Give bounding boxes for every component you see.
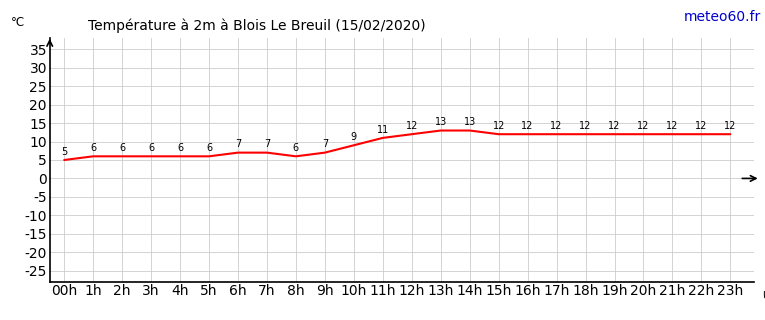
Text: 6: 6 xyxy=(206,143,212,153)
Text: 12: 12 xyxy=(522,121,534,131)
Text: Température à 2m à Blois Le Breuil (15/02/2020): Température à 2m à Blois Le Breuil (15/0… xyxy=(89,19,426,33)
Text: 9: 9 xyxy=(351,132,357,142)
Text: 6: 6 xyxy=(293,143,299,153)
Text: 6: 6 xyxy=(177,143,183,153)
Text: 12: 12 xyxy=(405,121,418,131)
Text: meteo60.fr: meteo60.fr xyxy=(684,10,761,24)
Text: 12: 12 xyxy=(637,121,649,131)
Text: 12: 12 xyxy=(724,121,737,131)
Text: 6: 6 xyxy=(90,143,96,153)
Text: 12: 12 xyxy=(695,121,708,131)
Text: °C: °C xyxy=(11,16,25,29)
Text: 12: 12 xyxy=(666,121,679,131)
Text: 12: 12 xyxy=(608,121,620,131)
Text: UTC: UTC xyxy=(762,291,765,301)
Text: 12: 12 xyxy=(493,121,505,131)
Text: 5: 5 xyxy=(61,147,67,157)
Text: 12: 12 xyxy=(550,121,563,131)
Text: 6: 6 xyxy=(119,143,125,153)
Text: 13: 13 xyxy=(464,117,476,127)
Text: 7: 7 xyxy=(322,139,328,149)
Text: 13: 13 xyxy=(435,117,447,127)
Text: 7: 7 xyxy=(264,139,270,149)
Text: 6: 6 xyxy=(148,143,155,153)
Text: 7: 7 xyxy=(235,139,241,149)
Text: 11: 11 xyxy=(376,124,389,135)
Text: 12: 12 xyxy=(579,121,591,131)
